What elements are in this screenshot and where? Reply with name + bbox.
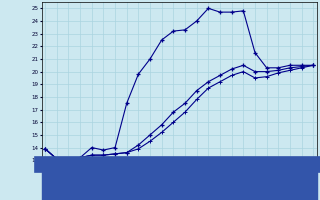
X-axis label: Graphe des températures (°c): Graphe des températures (°c) — [115, 175, 244, 184]
